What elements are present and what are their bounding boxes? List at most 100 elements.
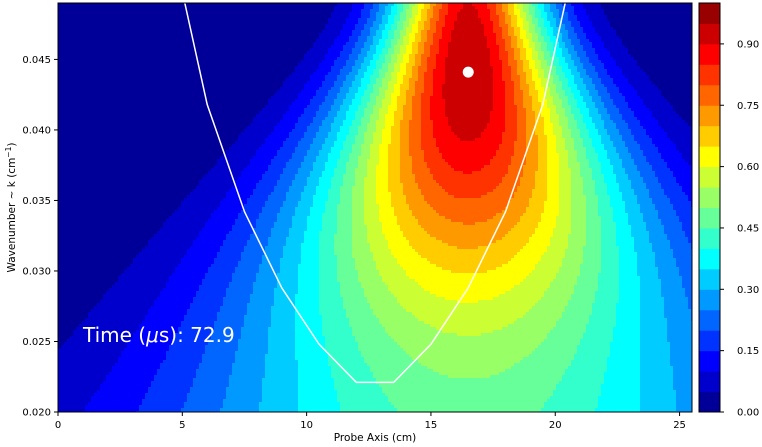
contour-cell [340, 33, 353, 37]
contour-cell [523, 174, 536, 178]
contour-cell [352, 237, 368, 241]
contour-cell [544, 9, 551, 13]
contour-cell [526, 141, 539, 145]
contour-cell [400, 147, 410, 151]
contour-cell [58, 18, 329, 22]
contour-cell [340, 105, 350, 109]
contour-cell [343, 183, 356, 187]
contour-cell [223, 240, 248, 244]
contour-cell [202, 354, 236, 358]
contour-cell [520, 78, 527, 82]
contour-cell [493, 330, 551, 334]
contour-cell [565, 147, 575, 151]
contour-cell [580, 162, 590, 166]
contour-cell [373, 252, 392, 256]
contour-cell [496, 186, 518, 190]
contour-cell [337, 75, 347, 79]
contour-cell [679, 219, 692, 223]
contour-cell [268, 165, 287, 169]
contour-cell [640, 360, 671, 364]
contour-cell [397, 219, 419, 223]
contour-cell [505, 126, 518, 130]
contour-cell [325, 78, 338, 82]
contour-cell [376, 165, 389, 169]
contour-cell [385, 237, 407, 241]
contour-cell [640, 327, 668, 331]
contour-cell [322, 333, 353, 337]
contour-cell [688, 303, 692, 307]
contour-cell [523, 105, 533, 109]
contour-cell [580, 342, 611, 346]
contour-cell [418, 66, 428, 70]
contour-cell [526, 150, 539, 154]
contour-cell [391, 249, 416, 253]
contour-cell [505, 99, 515, 103]
contour-cell [520, 84, 530, 88]
contour-cell [367, 228, 383, 232]
contour-cell [283, 84, 305, 88]
contour-cell [373, 39, 380, 43]
contour-cell [376, 120, 386, 124]
contour-cell [316, 90, 329, 94]
contour-cell [352, 102, 362, 106]
contour-cell [505, 105, 518, 109]
contour-cell [424, 156, 443, 160]
contour-cell [319, 294, 341, 298]
contour-cell [448, 162, 491, 166]
contour-cell [577, 348, 611, 352]
contour-cell [565, 141, 575, 145]
contour-cell [586, 84, 596, 88]
contour-cell [619, 189, 635, 193]
contour-cell [484, 33, 497, 37]
contour-cell [58, 111, 260, 115]
contour-cell [607, 129, 620, 133]
contour-cell [406, 63, 416, 67]
contour-cell [322, 216, 338, 220]
contour-cell [508, 12, 515, 16]
contour-cell [409, 204, 431, 208]
contour-cell [556, 108, 566, 112]
contour-cell [373, 309, 407, 313]
contour-cell [409, 78, 419, 82]
contour-cell [400, 159, 413, 163]
contour-cell [226, 387, 263, 391]
contour-cell [478, 246, 524, 250]
contour-cell [673, 141, 692, 145]
contour-cell [610, 354, 641, 358]
contour-cell [655, 144, 677, 148]
contour-cell [601, 165, 614, 169]
contour-cell [559, 78, 569, 82]
contour-cell [505, 21, 512, 25]
contour-cell [205, 276, 233, 280]
contour-cell [610, 54, 632, 58]
contour-cell [532, 57, 539, 61]
contour-cell [640, 408, 677, 412]
contour-cell [559, 267, 581, 271]
contour-cell [571, 189, 584, 193]
contour-cell [355, 183, 365, 187]
contour-cell [304, 159, 317, 163]
time-annotation-unit: s [159, 323, 169, 347]
contour-cell [502, 3, 509, 7]
contour-cell [544, 126, 554, 130]
contour-cell [541, 9, 545, 13]
contour-cell [400, 225, 422, 229]
contour-cell [292, 153, 308, 157]
contour-cell [616, 225, 632, 229]
contour-cell [385, 39, 392, 43]
contour-cell [205, 351, 236, 355]
contour-cell [184, 198, 224, 202]
contour-cell [397, 24, 404, 28]
contour-cell [373, 375, 449, 379]
contour-cell [535, 111, 542, 115]
contour-cell [583, 63, 593, 67]
contour-cell [583, 255, 602, 259]
contour-cell [634, 240, 650, 244]
contour-cell [418, 24, 425, 28]
contour-cell [550, 117, 560, 121]
contour-cell [58, 90, 278, 94]
contour-cell [517, 186, 536, 190]
contour-cell [634, 114, 653, 118]
contour-cell [604, 66, 620, 70]
contour-cell [319, 285, 341, 289]
